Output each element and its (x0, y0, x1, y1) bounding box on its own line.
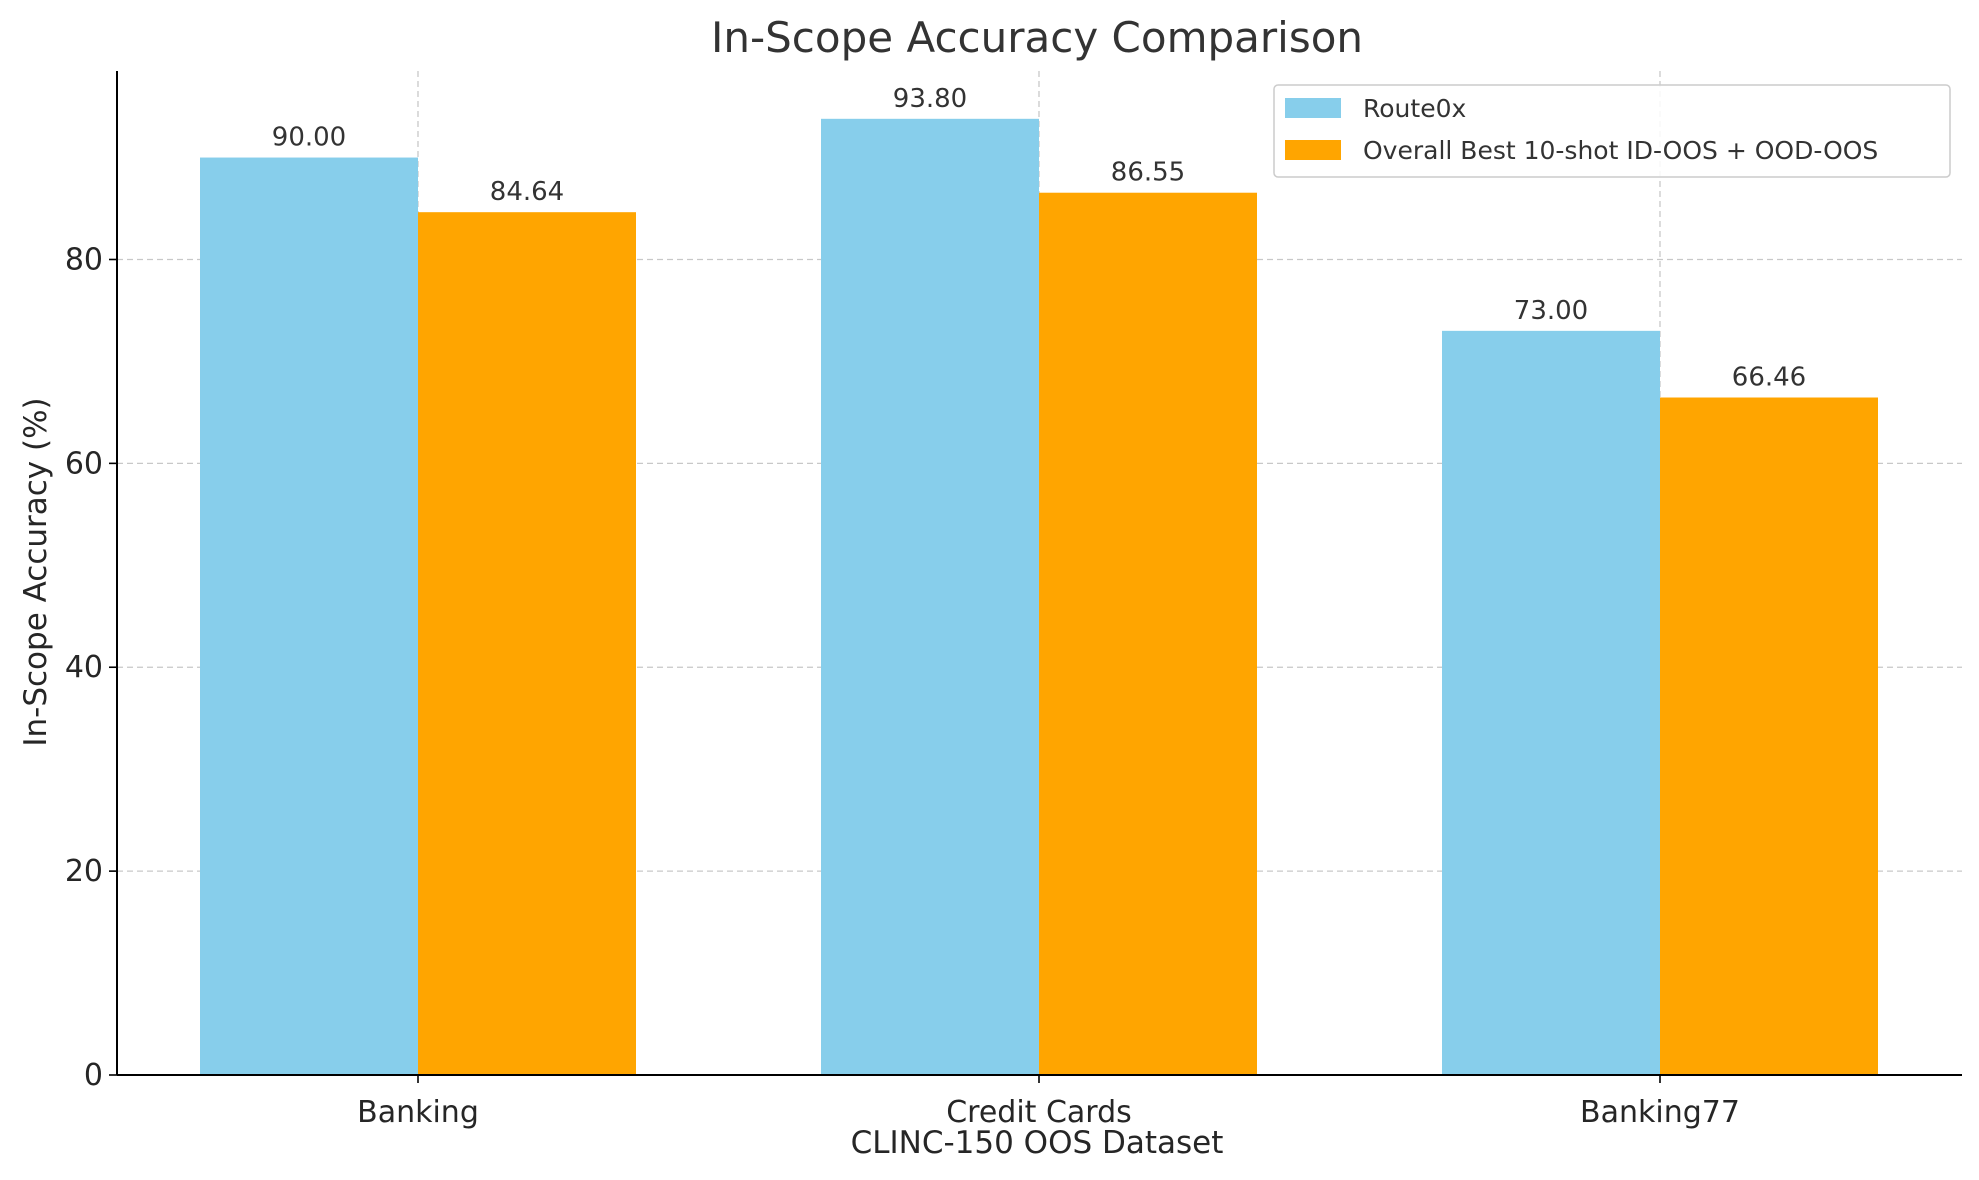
bar-value-label: 66.46 (1732, 363, 1806, 393)
x-tick-label: Credit Cards (946, 1095, 1132, 1130)
bar-value-label: 93.80 (893, 84, 967, 114)
chart-title: In-Scope Accuracy Comparison (711, 13, 1363, 62)
x-tick-label: Banking77 (1580, 1095, 1740, 1130)
bar-value-label: 73.00 (1514, 296, 1588, 326)
y-tick-label: 0 (84, 1058, 103, 1093)
legend-label: Overall Best 10-shot ID-OOS + OOD-OOS (1363, 136, 1878, 165)
legend: Route0x Overall Best 10-shot ID-OOS + OOD… (1273, 84, 1951, 178)
bar (200, 157, 418, 1075)
bar (821, 118, 1039, 1076)
y-tick-label: 40 (65, 650, 103, 685)
bar-value-label: 86.55 (1111, 158, 1185, 188)
y-tick-label: 80 (65, 242, 103, 277)
bar (1660, 397, 1878, 1075)
bar (418, 212, 636, 1075)
legend-box (1273, 84, 1951, 178)
y-axis-label: In-Scope Accuracy (%) (18, 397, 54, 746)
bar-value-label: 90.00 (272, 123, 346, 153)
legend-swatch (1285, 140, 1341, 160)
tick-labels: 0 20 40 60 80 Banking Credit Cards Banking77 (65, 242, 1740, 1130)
axes (109, 71, 1962, 1083)
bar (1039, 192, 1257, 1075)
legend-swatch (1285, 98, 1341, 118)
bar-value-label: 84.64 (490, 177, 564, 207)
y-tick-label: 20 (65, 854, 103, 889)
value-labels: 90.00 93.80 73.00 84.64 86.55 66.46 (272, 84, 1806, 393)
x-axis-label: CLINC-150 OOS Dataset (851, 1125, 1224, 1161)
y-tick-label: 60 (65, 446, 103, 481)
bar (1442, 330, 1660, 1075)
x-tick-label: Banking (357, 1095, 479, 1130)
bars (200, 118, 1878, 1076)
legend-label: Route0x (1363, 94, 1466, 123)
